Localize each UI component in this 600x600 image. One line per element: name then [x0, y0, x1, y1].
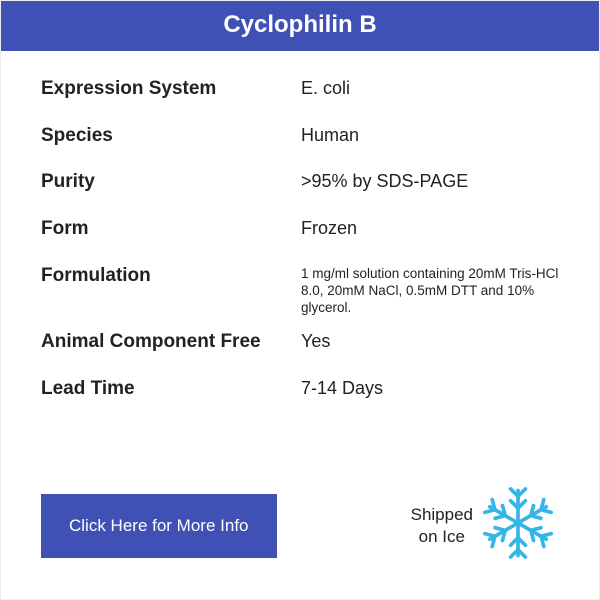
spec-value-form: Frozen — [301, 217, 559, 240]
shipped-line2: on Ice — [419, 527, 465, 546]
spec-label-animal-component-free: Animal Component Free — [41, 330, 301, 355]
shipped-text: Shipped on Ice — [411, 504, 473, 547]
spec-label-form: Form — [41, 217, 301, 242]
spec-row: Species Human — [41, 124, 559, 149]
shipped-line1: Shipped — [411, 505, 473, 524]
spec-label-expression-system: Expression System — [41, 77, 301, 102]
spec-row: Lead Time 7-14 Days — [41, 377, 559, 402]
spec-value-animal-component-free: Yes — [301, 330, 559, 353]
spec-label-lead-time: Lead Time — [41, 377, 301, 402]
footer-row: Click Here for More Info Shipped on Ice — [41, 486, 559, 589]
spec-row: Purity >95% by SDS-PAGE — [41, 170, 559, 195]
spec-row: Form Frozen — [41, 217, 559, 242]
more-info-button[interactable]: Click Here for More Info — [41, 494, 277, 558]
snowflake-icon — [481, 486, 555, 565]
spec-value-species: Human — [301, 124, 559, 147]
product-title-header: Cyclophilin B — [1, 1, 599, 51]
spec-label-species: Species — [41, 124, 301, 149]
spec-rows: Expression System E. coli Species Human … — [41, 77, 559, 486]
spec-label-formulation: Formulation — [41, 264, 301, 289]
spec-value-formulation: 1 mg/ml solution containing 20mM Tris-HC… — [301, 264, 559, 317]
spec-row: Animal Component Free Yes — [41, 330, 559, 355]
spec-label-purity: Purity — [41, 170, 301, 195]
spec-row: Expression System E. coli — [41, 77, 559, 102]
spec-row: Formulation 1 mg/ml solution containing … — [41, 264, 559, 317]
spec-value-lead-time: 7-14 Days — [301, 377, 559, 400]
content-panel: Expression System E. coli Species Human … — [1, 51, 599, 599]
spec-value-expression-system: E. coli — [301, 77, 559, 100]
product-title: Cyclophilin B — [223, 11, 376, 38]
spec-value-purity: >95% by SDS-PAGE — [301, 170, 559, 193]
shipped-on-ice-badge: Shipped on Ice — [411, 486, 555, 565]
